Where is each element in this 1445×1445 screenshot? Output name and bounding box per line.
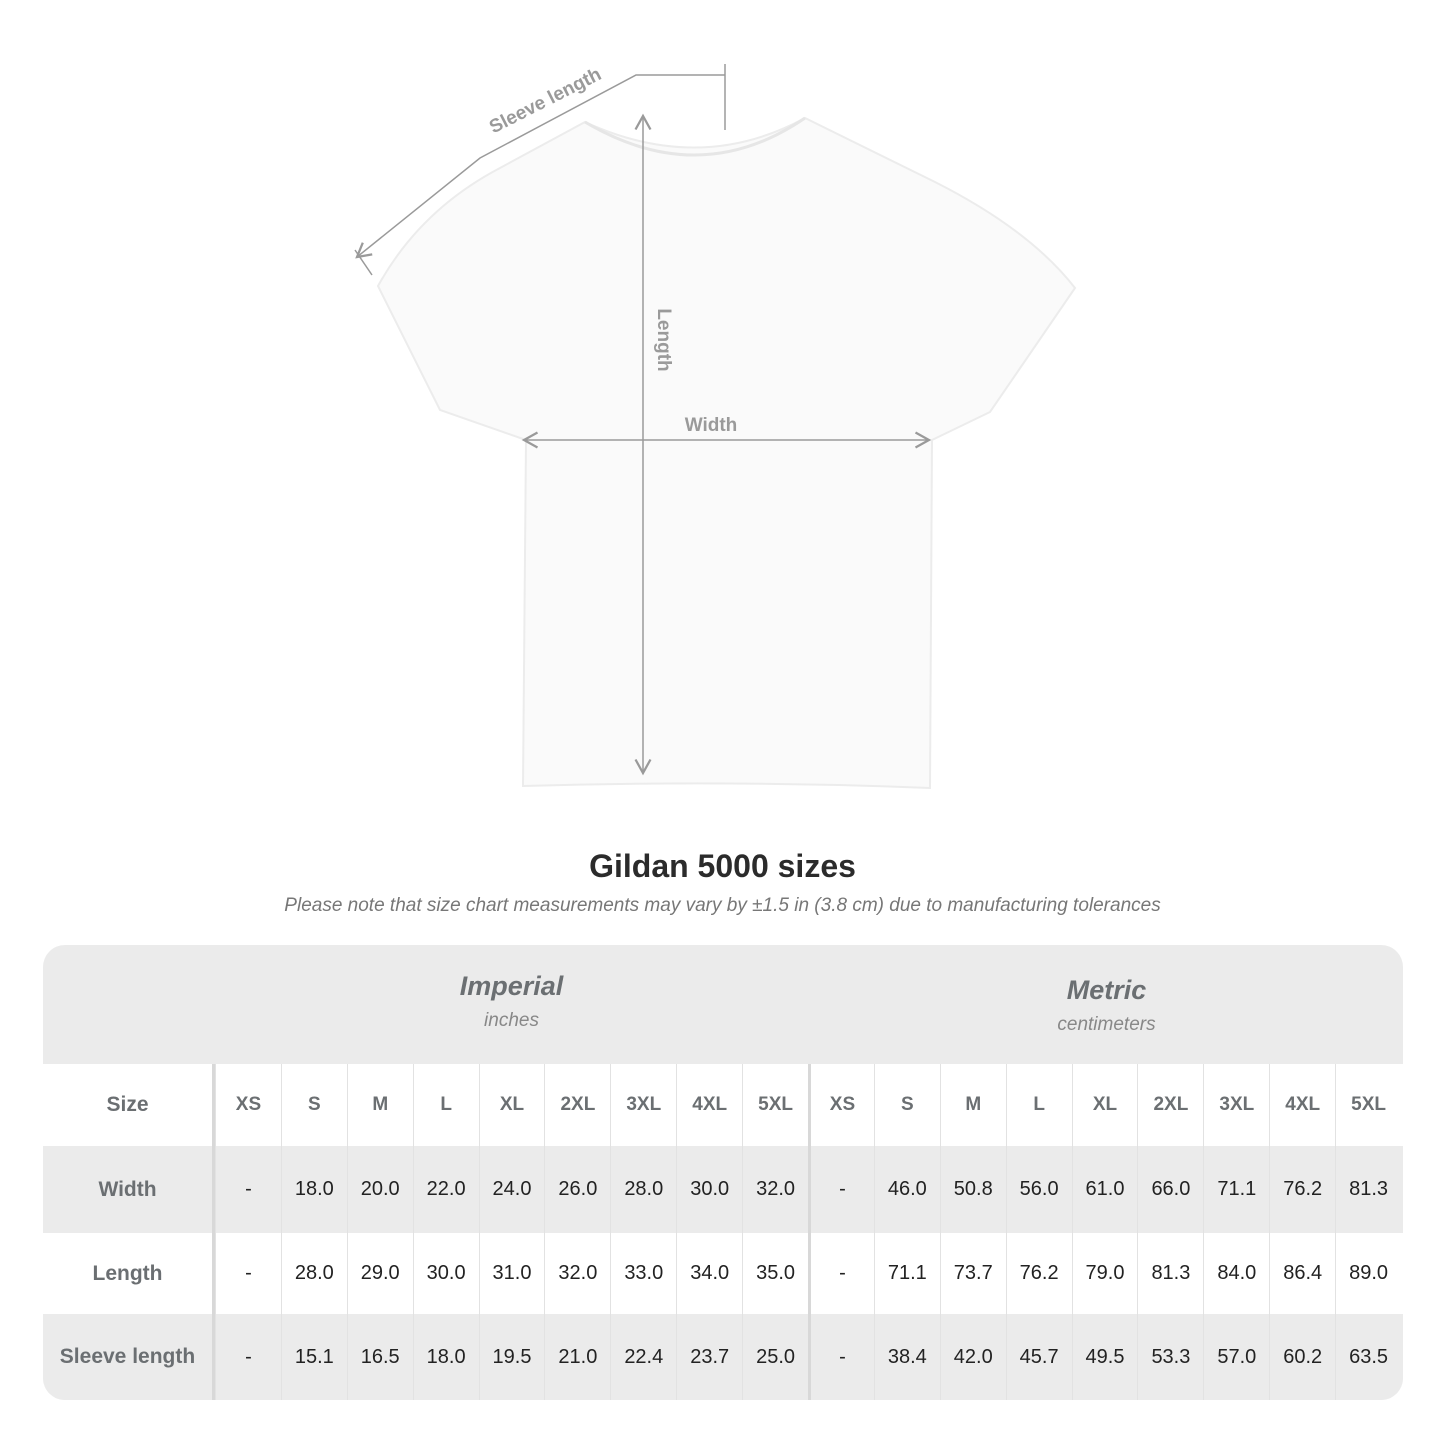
metric-value-cell: 73.7: [939, 1233, 1006, 1314]
row-label: Length: [43, 1233, 215, 1314]
tshirt-diagram: Sleeve length Length Width: [354, 64, 1077, 790]
size-header-metric: 4XL: [1269, 1064, 1335, 1146]
metric-value-cell: 49.5: [1071, 1314, 1138, 1400]
imperial-value-cell: 30.0: [412, 1233, 479, 1314]
size-header-metric: 3XL: [1203, 1064, 1269, 1146]
metric-value-cell: 71.1: [873, 1233, 940, 1314]
table-row: Length -28.0 29.0 30.0 31.0 32.0 33.0 34.0 35.0-…: [43, 1233, 1403, 1314]
size-header-metric: M: [939, 1064, 1006, 1146]
size-header-metric: XS: [808, 1064, 874, 1146]
imperial-value-cell: 28.0: [610, 1146, 676, 1233]
imperial-value-cell: -: [215, 1146, 281, 1233]
metric-value-cell: 57.0: [1203, 1314, 1269, 1400]
metric-header: Metric centimeters: [810, 945, 1403, 1094]
metric-value-cell: 81.3: [1335, 1146, 1401, 1233]
imperial-value-cell: 28.0: [280, 1233, 347, 1314]
imperial-value-cell: 19.5: [478, 1314, 545, 1400]
metric-value-cell: 56.0: [1005, 1146, 1072, 1233]
imperial-value-cell: 35.0: [742, 1233, 808, 1314]
metric-value-cell: 38.4: [873, 1314, 940, 1400]
imperial-value-cell: 26.0: [544, 1146, 610, 1233]
size-header-metric: S: [873, 1064, 940, 1146]
size-header-imperial: XS: [215, 1064, 281, 1146]
imperial-value-cell: -: [215, 1233, 281, 1314]
size-label: Size: [43, 1064, 215, 1146]
metric-unit: centimeters: [1057, 1014, 1156, 1035]
tolerance-note: Please note that size chart measurements…: [284, 895, 1161, 916]
length-label: Length: [653, 308, 674, 371]
metric-label: Metric: [1066, 975, 1147, 1005]
metric-value-cell: 63.5: [1335, 1314, 1401, 1400]
metric-value-cell: 50.8: [939, 1146, 1006, 1233]
imperial-value-cell: 31.0: [478, 1233, 545, 1314]
imperial-value-cell: 18.0: [412, 1314, 479, 1400]
imperial-value-cell: 22.0: [412, 1146, 479, 1233]
table-row: Width -18.0 20.0 22.0 24.0 26.0 28.0 30.0 32.0-4…: [43, 1146, 1403, 1233]
imperial-value-cell: 33.0: [610, 1233, 676, 1314]
imperial-value-cell: 34.0: [676, 1233, 742, 1314]
metric-value-cell: 45.7: [1005, 1314, 1072, 1400]
imperial-value-cell: -: [215, 1314, 281, 1400]
size-header-imperial: 3XL: [610, 1064, 676, 1146]
row-label: Sleeve length: [43, 1314, 215, 1400]
size-header-imperial: S: [280, 1064, 347, 1146]
imperial-value-cell: 18.0: [280, 1146, 347, 1233]
imperial-header: Imperial inches: [215, 945, 808, 1090]
imperial-unit: inches: [484, 1010, 539, 1031]
metric-value-cell: -: [808, 1314, 874, 1400]
metric-value-cell: 71.1: [1203, 1146, 1269, 1233]
sleeve-length-line: [355, 74, 725, 259]
metric-value-cell: 60.2: [1269, 1314, 1335, 1400]
size-header-metric: XL: [1071, 1064, 1138, 1146]
size-header-imperial: 2XL: [544, 1064, 610, 1146]
imperial-value-cell: 24.0: [478, 1146, 545, 1233]
metric-value-cell: 66.0: [1137, 1146, 1203, 1233]
size-header-imperial: XL: [478, 1064, 545, 1146]
metric-value-cell: -: [808, 1233, 874, 1314]
row-label: Width: [43, 1146, 215, 1233]
metric-value-cell: 86.4: [1269, 1233, 1335, 1314]
size-header-imperial: 5XL: [742, 1064, 808, 1146]
metric-value-cell: 89.0: [1335, 1233, 1401, 1314]
size-header-imperial: M: [346, 1064, 413, 1146]
metric-value-cell: 76.2: [1005, 1233, 1072, 1314]
table-row: Sleeve length -15.1 16.5 18.0 19.5 21.0 22.4 23…: [43, 1314, 1403, 1400]
imperial-label: Imperial: [459, 971, 564, 1001]
size-header-metric: L: [1005, 1064, 1072, 1146]
imperial-value-cell: 32.0: [742, 1146, 808, 1233]
imperial-value-cell: 32.0: [544, 1233, 610, 1314]
tshirt-shape: [376, 116, 1077, 790]
width-label: Width: [685, 415, 738, 436]
imperial-value-cell: 16.5: [346, 1314, 413, 1400]
size-header-metric: 5XL: [1335, 1064, 1401, 1146]
imperial-value-cell: 23.7: [676, 1314, 742, 1400]
size-header-row: Size XS S M L XL 2XL 3XL 4XL 5XL XS S M L XL 2XL 3XL 4XL 5…: [43, 1064, 1403, 1146]
size-table: Imperial inches Metric centimeters Size X…: [43, 945, 1403, 1400]
metric-value-cell: 42.0: [939, 1314, 1006, 1400]
size-header-imperial: L: [412, 1064, 479, 1146]
imperial-value-cell: 15.1: [280, 1314, 347, 1400]
imperial-value-cell: 29.0: [346, 1233, 413, 1314]
imperial-value-cell: 25.0: [742, 1314, 808, 1400]
metric-value-cell: 79.0: [1071, 1233, 1138, 1314]
metric-value-cell: 46.0: [873, 1146, 940, 1233]
metric-value-cell: 53.3: [1137, 1314, 1203, 1400]
imperial-value-cell: 22.4: [610, 1314, 676, 1400]
size-header-imperial: 4XL: [676, 1064, 742, 1146]
imperial-value-cell: 21.0: [544, 1314, 610, 1400]
metric-value-cell: 76.2: [1269, 1146, 1335, 1233]
imperial-value-cell: 30.0: [676, 1146, 742, 1233]
metric-value-cell: 81.3: [1137, 1233, 1203, 1314]
size-header-metric: 2XL: [1137, 1064, 1203, 1146]
metric-value-cell: 84.0: [1203, 1233, 1269, 1314]
imperial-value-cell: 20.0: [346, 1146, 413, 1233]
metric-value-cell: -: [808, 1146, 874, 1233]
chart-title: Gildan 5000 sizes: [589, 848, 856, 884]
metric-value-cell: 61.0: [1071, 1146, 1138, 1233]
